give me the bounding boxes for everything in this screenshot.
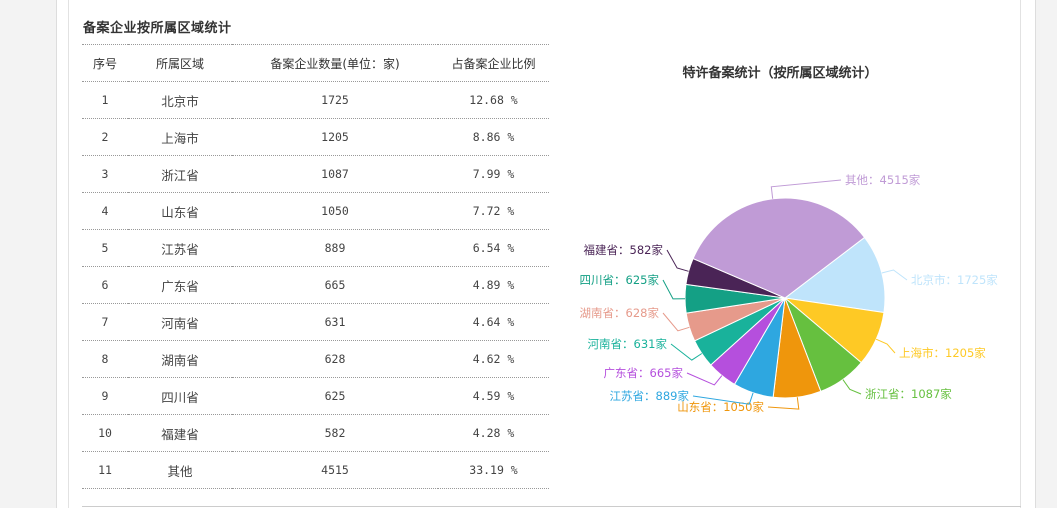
cell-ratio: 7.99 % [438,155,549,193]
pie-slice-label: 其他：4515家 [845,173,921,187]
pie-slice-label: 江苏省：889家 [610,389,690,403]
cell-region: 浙江省 [128,155,232,193]
header-count: 备案企业数量(单位：家) [232,44,438,82]
pie-slice-label: 福建省：582家 [584,243,664,257]
pie-leader-line [666,249,689,272]
cell-count: 889 [232,229,438,267]
table-row: 7 河南省 631 4.64 % [82,303,549,341]
cell-ratio: 12.68 % [438,81,549,119]
cell-count: 665 [232,266,438,304]
cell-index: 6 [82,266,128,304]
cell-index: 3 [82,155,128,193]
region-stats-table: 序号 所属区域 备案企业数量(单位：家) 占备案企业比例 1 北京市 1725 12.… [82,44,549,489]
cell-ratio: 4.28 % [438,414,549,452]
pie-leader-line [842,379,862,395]
cell-ratio: 4.62 % [438,340,549,378]
cell-index: 10 [82,414,128,452]
pie-leader-line [875,338,896,354]
cell-count: 628 [232,340,438,378]
table-row: 9 四川省 625 4.59 % [82,377,549,415]
table-row: 3 浙江省 1087 7.99 % [82,155,549,193]
pie-slice-label: 河南省：631家 [588,337,668,351]
cell-ratio: 8.86 % [438,118,549,156]
cell-count: 1050 [232,192,438,230]
cell-index: 4 [82,192,128,230]
pie-slice-label: 上海市：1205家 [899,346,986,360]
pie-leader-line [881,269,908,281]
cell-index: 7 [82,303,128,341]
pie-leader-line [692,392,754,405]
pie-slice-label: 四川省：625家 [580,273,660,287]
cell-index: 11 [82,451,128,489]
cell-index: 1 [82,81,128,119]
pie-slice-label: 北京市：1725家 [911,273,998,287]
cell-region: 湖南省 [128,340,232,378]
pie-slice-label: 湖南省：628家 [580,306,660,320]
pie-leader-line [767,397,800,410]
table-row: 2 上海市 1205 8.86 % [82,118,549,156]
cell-region: 北京市 [128,81,232,119]
cell-ratio: 4.64 % [438,303,549,341]
cell-index: 5 [82,229,128,267]
pie-slice-label: 广东省：665家 [604,366,684,380]
cell-region: 江苏省 [128,229,232,267]
header-region: 所属区域 [128,44,232,82]
pie-slice-label: 山东省：1050家 [677,400,764,414]
header-index: 序号 [82,44,128,82]
cell-ratio: 33.19 % [438,451,549,489]
cell-count: 1725 [232,81,438,119]
chart-title: 特许备案统计（按所属区域统计） [682,66,878,81]
cell-count: 625 [232,377,438,415]
pie-leader-line [662,279,686,300]
cell-region: 上海市 [128,118,232,156]
cell-region: 四川省 [128,377,232,415]
cell-region: 其他 [128,451,232,489]
cell-index: 9 [82,377,128,415]
cell-ratio: 4.89 % [438,266,549,304]
table-row: 11 其他 4515 33.19 % [82,451,549,489]
cell-index: 2 [82,118,128,156]
cell-count: 4515 [232,451,438,489]
pie-chart: 北京市：1725家上海市：1205家浙江省：1087家山东省：1050家江苏省：… [580,173,999,414]
table-row: 10 福建省 582 4.28 % [82,414,549,452]
table-row: 6 广东省 665 4.89 % [82,266,549,304]
pie-leader-line [662,312,690,332]
divider [82,506,1021,507]
table-row: 1 北京市 1725 12.68 % [82,81,549,119]
pie-leader-line [770,179,842,199]
cell-index: 8 [82,340,128,378]
table-header-row: 序号 所属区域 备案企业数量(单位：家) 占备案企业比例 [82,44,549,82]
cell-ratio: 7.72 % [438,192,549,230]
cell-region: 河南省 [128,303,232,341]
cell-region: 福建省 [128,414,232,452]
cell-count: 582 [232,414,438,452]
table-row: 8 湖南省 628 4.62 % [82,340,549,378]
cell-count: 1087 [232,155,438,193]
pie-leader-line [686,372,723,386]
table-row: 4 山东省 1050 7.72 % [82,192,549,230]
section-title: 备案企业按所属区域统计 [83,21,232,36]
cell-ratio: 6.54 % [438,229,549,267]
cell-region: 广东省 [128,266,232,304]
cell-ratio: 4.59 % [438,377,549,415]
pie-slice-label: 浙江省：1087家 [865,387,952,401]
table-row: 5 江苏省 889 6.54 % [82,229,549,267]
header-ratio: 占备案企业比例 [438,44,549,82]
cell-count: 631 [232,303,438,341]
cell-count: 1205 [232,118,438,156]
cell-region: 山东省 [128,192,232,230]
pie-leader-line [670,343,703,361]
